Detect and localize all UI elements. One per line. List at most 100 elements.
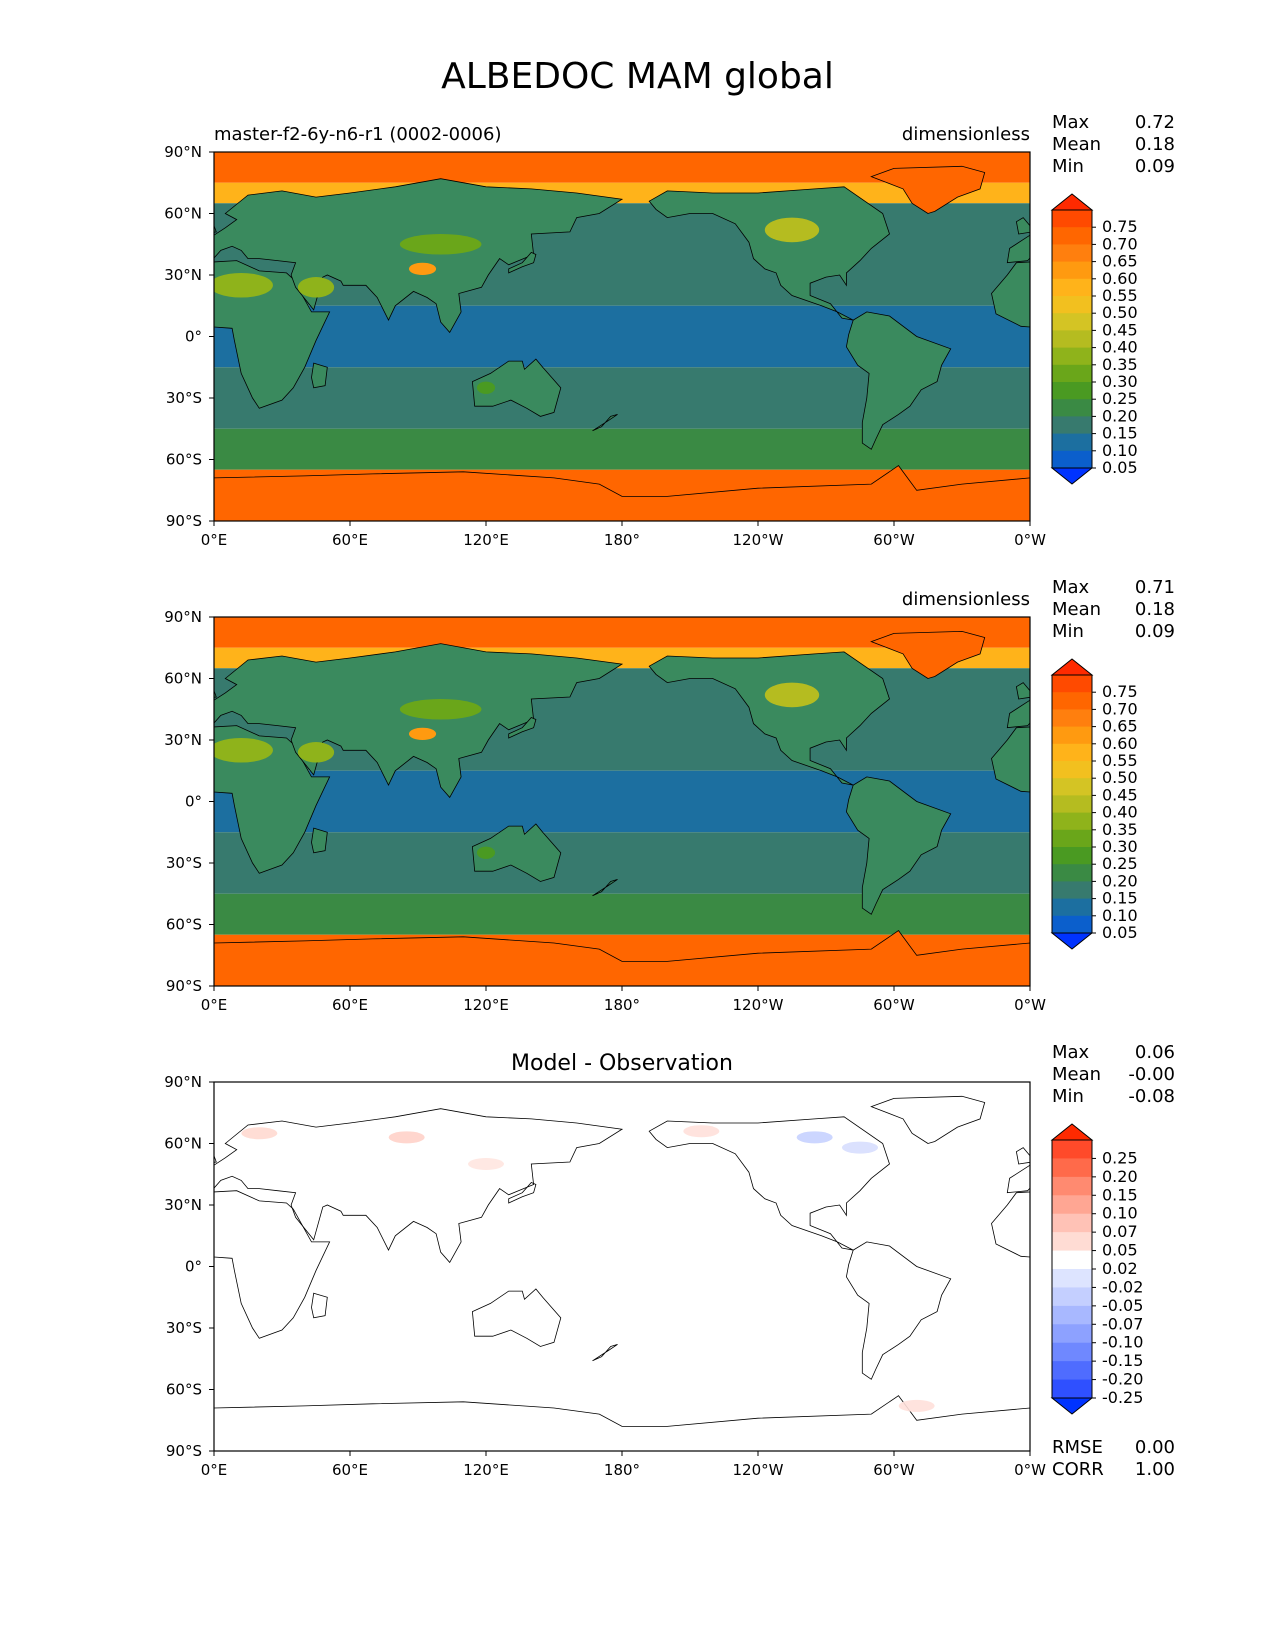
- colorbar-segment: [1052, 450, 1092, 469]
- colorbar-label: 0.05: [1102, 1241, 1138, 1260]
- colorbar-label: 0.02: [1102, 1259, 1138, 1278]
- arabia-albedo-patch: [297, 742, 335, 763]
- land-uk-wrap: [1015, 682, 1030, 700]
- map-panel-difference: 0°E 60°E 120°E 180° 120°W 60°W 0°W 90°N 60°N 30°N…: [55, 1042, 1175, 1480]
- y-tick-label: 0°: [185, 1258, 202, 1276]
- colorbar-segment: [1052, 382, 1092, 400]
- y-tick-label: 30°S: [166, 389, 202, 407]
- y-tick-label: 0°: [185, 328, 202, 346]
- colorbar-label: 0.20: [1102, 1167, 1138, 1186]
- colorbar-segment: [1052, 1232, 1092, 1252]
- colorbar-segment: [1052, 1250, 1092, 1270]
- difference-anomaly: [388, 1131, 425, 1144]
- stat-value-max: 0.71: [1135, 577, 1175, 598]
- coastline-madagascar: [311, 1292, 328, 1319]
- land-australia: [471, 823, 562, 882]
- colorbar-segment: [1052, 244, 1092, 263]
- stat-label-mean: Mean: [1052, 599, 1101, 620]
- land-antarctica: [214, 465, 1030, 521]
- tibet-high-albedo-patch: [408, 727, 437, 740]
- colorbar-label: 0.15: [1102, 1185, 1138, 1204]
- map-field-difference: [55, 1082, 1030, 1451]
- na-plains-albedo-patch: [764, 217, 820, 243]
- stat-label-min: Min: [1052, 1086, 1084, 1107]
- colorbar-label: 0.30: [1102, 837, 1138, 856]
- colorbar-extend-bottom: [1050, 932, 1094, 950]
- colorbar-label: 0.35: [1102, 820, 1138, 839]
- difference-anomaly: [796, 1131, 833, 1144]
- coastline-europe_asia: [214, 1108, 624, 1264]
- y-tick-label: 30°S: [166, 1319, 202, 1337]
- colorbar-segment: [1052, 1158, 1092, 1178]
- stat-value-rmse: 0.00: [1135, 1437, 1175, 1458]
- stat-value-min: -0.08: [1128, 1086, 1175, 1107]
- stat-value-min: 0.09: [1135, 156, 1175, 177]
- australia-desert-patch: [476, 846, 496, 859]
- colorbar-label: 0.35: [1102, 355, 1138, 374]
- colorbar-label: -0.05: [1102, 1296, 1143, 1315]
- colorbar-segment: [1052, 675, 1092, 693]
- stat-label-max: Max: [1052, 112, 1090, 133]
- colorbar-segment: [1052, 1342, 1092, 1362]
- colorbar-outline: [1051, 674, 1093, 934]
- x-tick-label: 0°E: [201, 531, 228, 549]
- colorbar-segment: [1052, 261, 1092, 280]
- stat-value-mean: 0.18: [1135, 599, 1175, 620]
- colorbar-label: 0.45: [1102, 785, 1138, 804]
- land-greenland-wrap: [870, 630, 986, 679]
- coastline-uk-wrap: [1015, 1147, 1030, 1165]
- sahara-albedo-patch: [214, 737, 273, 763]
- y-tick-label: 0°: [185, 793, 202, 811]
- colorbar-label: 0.60: [1102, 269, 1138, 288]
- colorbar-segment: [1052, 210, 1092, 228]
- colorbar-extend-bottom: [1050, 467, 1094, 485]
- colorbar-segment: [1052, 1269, 1092, 1288]
- colorbar-segment: [1052, 795, 1092, 814]
- land-uk-wrap: [1015, 217, 1030, 235]
- x-tick-label: 0°E: [201, 996, 228, 1014]
- x-tick-label: 120°E: [463, 996, 509, 1014]
- colorbar-segment: [1052, 761, 1092, 779]
- colorbar-label: 0.20: [1102, 871, 1138, 890]
- land-na: [0, 652, 74, 785]
- stat-value-max: 0.06: [1135, 1042, 1175, 1063]
- y-tick-label: 60°N: [164, 670, 202, 688]
- land-na-wrap: [648, 651, 890, 786]
- coastline-greenland: [55, 1096, 168, 1143]
- colorbar-segment: [1052, 313, 1092, 331]
- colorbar-segment: [1052, 1324, 1092, 1344]
- coastline-nz: [592, 1344, 618, 1362]
- colorbar-label: 0.20: [1102, 406, 1138, 425]
- colorbar-label: -0.15: [1102, 1351, 1143, 1370]
- stat-value-min: 0.09: [1135, 621, 1175, 642]
- colorbar-segment: [1052, 898, 1092, 917]
- land-greenland: [55, 166, 168, 213]
- colorbar-segment: [1052, 709, 1092, 728]
- colorbar-observation: 0.750.700.650.600.550.500.450.400.350.30…: [1050, 658, 1138, 950]
- colorbar-segment: [1052, 364, 1092, 383]
- figure-title: ALBEDOC MAM global: [441, 56, 834, 97]
- colorbar-label: 0.40: [1102, 803, 1138, 822]
- x-tick-label: 60°W: [873, 1461, 915, 1479]
- colorbar-label: -0.10: [1102, 1333, 1143, 1352]
- coastline-antarctica: [214, 1395, 1030, 1451]
- difference-background: [214, 1082, 1030, 1451]
- colorbar-label: 0.70: [1102, 234, 1138, 253]
- land-europe_asia-wrap: [1006, 699, 1030, 729]
- colorbar-extend-top: [1050, 193, 1094, 211]
- sahara-albedo-patch: [214, 272, 273, 298]
- stat-label-corr: CORR: [1052, 1459, 1104, 1480]
- colorbar-label: -0.20: [1102, 1370, 1143, 1389]
- stat-label-mean: Mean: [1052, 134, 1101, 155]
- coastline-europe_asia-wrap: [1006, 1164, 1030, 1194]
- colorbar-segment: [1052, 1176, 1092, 1196]
- colorbar-segment: [1052, 692, 1092, 710]
- colorbar-label: 0.75: [1102, 682, 1138, 701]
- land-japan: [508, 251, 537, 274]
- colorbar-label: 0.10: [1102, 906, 1138, 925]
- x-tick-label: 60°E: [332, 996, 368, 1014]
- colorbar-segment: [1052, 726, 1092, 745]
- x-tick-label: 180°: [604, 996, 640, 1014]
- colorbar-segment: [1052, 1140, 1092, 1159]
